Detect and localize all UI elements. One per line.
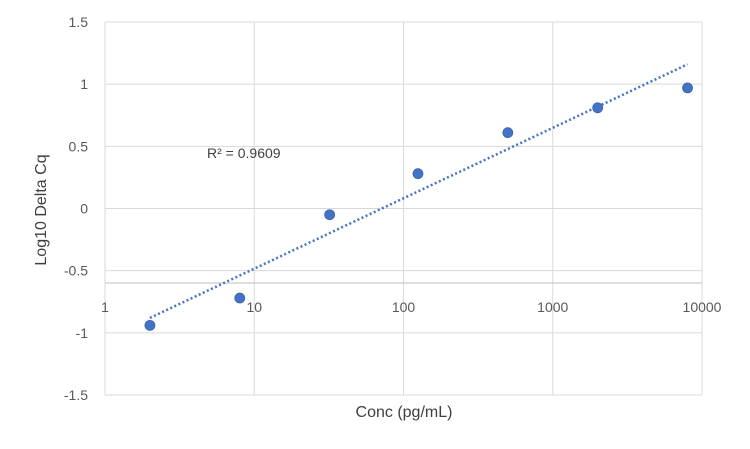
data-point	[502, 127, 514, 139]
data-point	[412, 168, 424, 180]
y-tick-label: 1	[80, 76, 88, 92]
data-point	[592, 102, 604, 114]
y-axis-title: Log10 Delta Cq	[33, 154, 50, 265]
data-point	[324, 209, 336, 221]
y-tick-label: -1.5	[64, 387, 88, 403]
horizontal-gridlines	[105, 21, 702, 396]
x-tick-label: 1000	[537, 299, 568, 315]
y-tick-label: -0.5	[64, 263, 88, 279]
x-tick-label: 100	[392, 299, 416, 315]
trendline-path	[149, 63, 689, 320]
data-point	[682, 82, 693, 94]
x-tick-label: 1	[101, 299, 109, 315]
x-tick-labels: 1 10 100 1000 10000	[101, 299, 722, 315]
data-point	[144, 319, 156, 331]
y-tick-label: 0	[80, 201, 88, 217]
x-axis-title: Conc (pg/mL)	[356, 404, 453, 421]
x-tick-label: 10	[246, 299, 262, 315]
trendline	[149, 63, 689, 320]
data-point	[234, 292, 246, 304]
y-tick-label: 1.5	[69, 14, 89, 30]
y-tick-label: -1	[76, 325, 89, 341]
r-squared-annotation: R² = 0.9609	[207, 145, 281, 161]
y-tick-label: 0.5	[69, 138, 89, 154]
x-tick-label: 10000	[683, 299, 722, 315]
y-tick-labels: 1.5 1 0.5 0 -0.5 -1 -1.5	[64, 14, 88, 403]
data-points	[144, 82, 693, 331]
